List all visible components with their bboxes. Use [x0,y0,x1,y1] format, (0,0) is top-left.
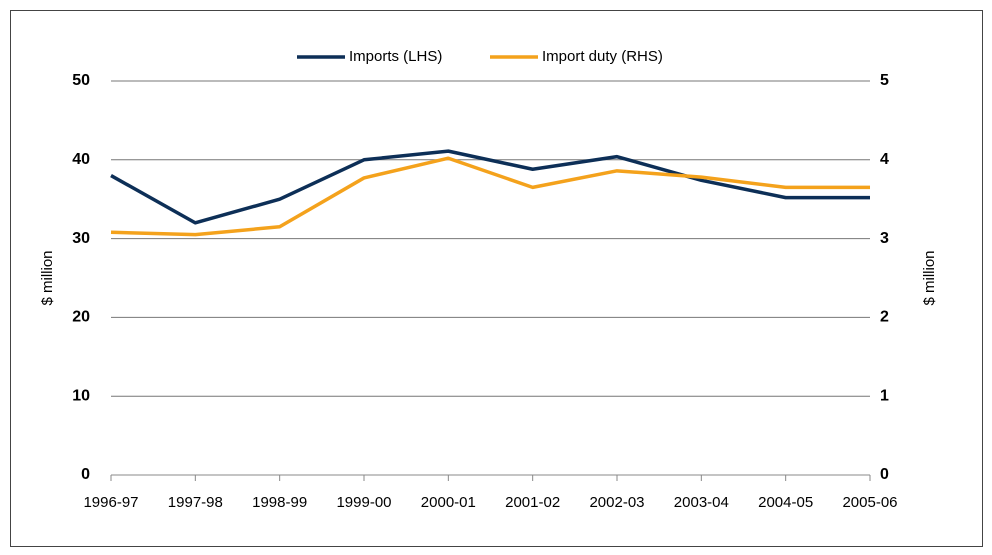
x-tick-label: 1999-00 [336,494,391,511]
x-tick-label: 2000-01 [421,494,476,511]
y2-tick-label: 5 [880,72,889,89]
x-tick-label: 1996-97 [83,494,138,511]
x-tick-label: 1998-99 [252,494,307,511]
x-tick-label: 2003-04 [674,494,729,511]
y2-axis-title: $ million [921,250,938,305]
y2-tick-label: 3 [880,230,889,247]
x-tick-label: 1997-98 [168,494,223,511]
legend-label: Imports (LHS) [349,48,442,65]
x-tick-label: 2002-03 [589,494,644,511]
x-tick-label: 2004-05 [758,494,813,511]
y-tick-label: 0 [81,466,90,483]
y2-tick-label: 4 [880,151,889,168]
y-tick-label: 20 [72,309,90,326]
y2-tick-label: 1 [880,387,889,404]
chart-frame [10,10,983,547]
line-series [110,156,870,237]
y-tick-label: 50 [72,72,90,89]
x-tick-label: 2001-02 [505,494,560,511]
y2-tick-label: 0 [880,466,889,483]
y-tick-label: 30 [72,230,90,247]
y-tick-label: 10 [72,387,90,404]
line-series [110,149,870,225]
y2-tick-label: 2 [880,309,889,326]
y-tick-label: 40 [72,151,90,168]
y-axis-title: $ million [39,250,56,305]
x-tick-label: 2005-06 [842,494,897,511]
legend-label: Import duty (RHS) [542,48,663,65]
